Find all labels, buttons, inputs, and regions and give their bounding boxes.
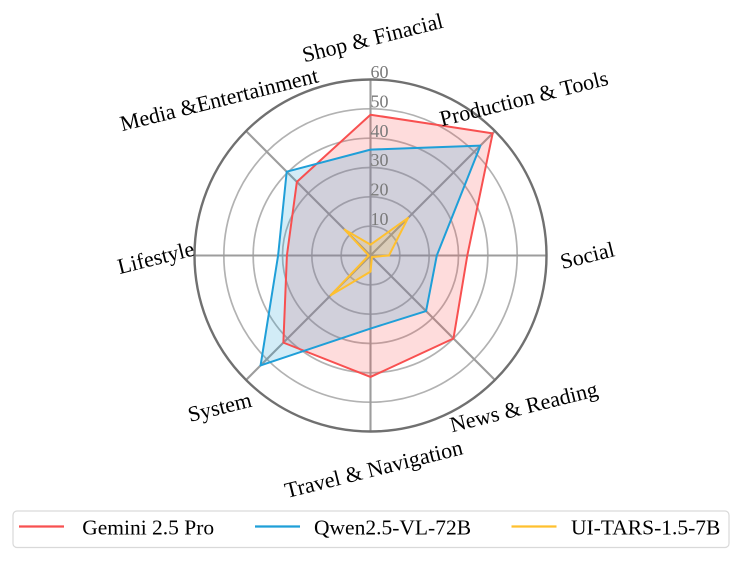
svg-text:10: 10	[371, 209, 389, 229]
svg-text:30: 30	[371, 150, 389, 170]
svg-text:60: 60	[371, 62, 389, 82]
svg-text:UI-TARS-1.5-7B: UI-TARS-1.5-7B	[571, 515, 720, 539]
svg-text:50: 50	[371, 91, 389, 111]
svg-text:40: 40	[371, 121, 389, 141]
svg-text:Qwen2.5-VL-72B: Qwen2.5-VL-72B	[314, 515, 471, 539]
svg-text:20: 20	[371, 179, 389, 199]
svg-text:Gemini 2.5 Pro: Gemini 2.5 Pro	[82, 515, 214, 539]
